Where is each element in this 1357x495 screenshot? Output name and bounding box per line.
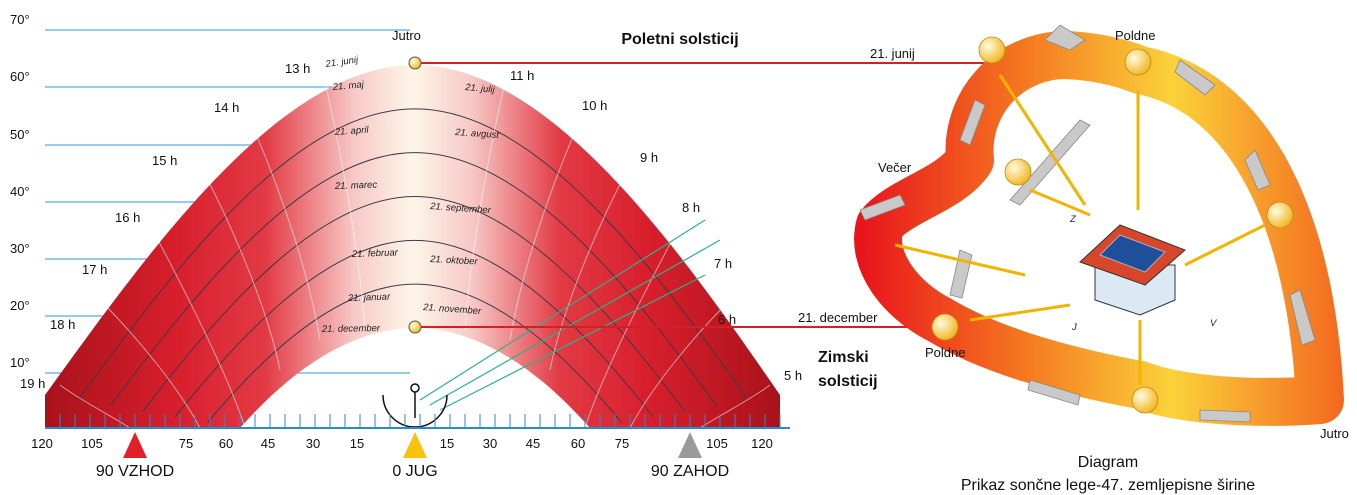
winter-date: 21. december: [798, 310, 878, 325]
winter-title-2: solsticij: [818, 373, 878, 390]
azimuth-label: 45: [261, 436, 275, 451]
sun: [1132, 387, 1158, 413]
date-label: 21. december: [321, 323, 381, 335]
diagram: Jutro Poletni solsticij 21. junij Poldne…: [0, 0, 1357, 495]
azimuth-label: 30: [483, 436, 497, 451]
elevation-label: 30°: [10, 241, 30, 256]
hour-label: 15 h: [152, 153, 177, 168]
house: [1080, 225, 1185, 315]
hour-label: 8 h: [682, 200, 700, 215]
hour-label: 17 h: [82, 262, 107, 277]
sun: [1267, 202, 1293, 228]
azimuth-label: 75: [615, 436, 629, 451]
winter-title-1: Zimski: [818, 349, 869, 366]
hour-label: 5 h: [784, 368, 802, 383]
winter-noon: Poldne: [925, 345, 965, 360]
caption-title: Diagram: [1078, 454, 1138, 471]
evening: Večer: [878, 160, 912, 175]
azimuth-label: 15: [350, 436, 364, 451]
hour-label: 9 h: [640, 150, 658, 165]
azimuth-label: 60: [571, 436, 585, 451]
summer-title: Poletni solsticij: [621, 31, 738, 48]
date-label: 21. januar: [347, 292, 391, 305]
azimuth-label: 105: [81, 436, 103, 451]
house-letter: J: [1071, 322, 1077, 333]
elevation-label: 50°: [10, 127, 30, 142]
hour-label: 6 h: [718, 312, 736, 327]
azimuth-label: 75: [179, 436, 193, 451]
observer: [383, 384, 447, 427]
date-label: 21. februar: [351, 247, 399, 260]
azimuth-label: 15: [440, 436, 454, 451]
page: Jutro Poletni solsticij 21. junij Poldne…: [0, 0, 1357, 495]
house-letter: Z: [1069, 214, 1077, 225]
azimuth-label: 105: [706, 436, 728, 451]
direction-label: 90 ZAHOD: [651, 463, 729, 480]
hour-label: 13 h: [285, 61, 310, 76]
hour-label: 14 h: [214, 100, 239, 115]
elevation-label: 20°: [10, 298, 30, 313]
direction-label: 0 JUG: [392, 463, 437, 480]
hour-label: 11 h: [510, 68, 534, 83]
hour-label: 16 h: [115, 210, 140, 225]
elevation-label: 70°: [10, 12, 30, 27]
sun: [1125, 49, 1151, 75]
hour-label: 18 h: [50, 317, 75, 332]
hour-label: 19 h: [20, 376, 45, 391]
house-letter: V: [1210, 318, 1218, 329]
summer-date: 21. junij: [870, 46, 915, 61]
azimuth-label: 60: [219, 436, 233, 451]
direction-label: 90 VZHOD: [96, 463, 174, 480]
south-marker: [403, 432, 427, 458]
west-marker: [678, 432, 702, 458]
sun: [1005, 159, 1031, 185]
sun-path-area: [45, 65, 780, 428]
summer-sun-dot: [409, 57, 421, 69]
elevation-label: 60°: [10, 69, 30, 84]
sun: [932, 314, 958, 340]
caption-text: Prikaz sončne lege-47. zemljepisne širin…: [961, 477, 1255, 494]
azimuth-label: 45: [526, 436, 540, 451]
left-morning: Jutro: [392, 28, 421, 43]
sun: [979, 37, 1005, 63]
hour-label: 10 h: [582, 98, 607, 113]
elevation-label: 10°: [10, 355, 30, 370]
elevation-label: 40°: [10, 184, 30, 199]
winter-sun-dot: [409, 321, 421, 333]
date-label: 21. marec: [334, 180, 378, 193]
right-morning: Jutro: [1320, 426, 1349, 441]
azimuth-label: 120: [31, 436, 53, 451]
date-label: 21. junij: [324, 54, 360, 70]
summer-noon: Poldne: [1115, 28, 1155, 43]
east-marker: [123, 432, 147, 458]
azimuth-label: 120: [751, 436, 773, 451]
hour-label: 7 h: [714, 256, 732, 271]
azimuth-label: 30: [306, 436, 320, 451]
